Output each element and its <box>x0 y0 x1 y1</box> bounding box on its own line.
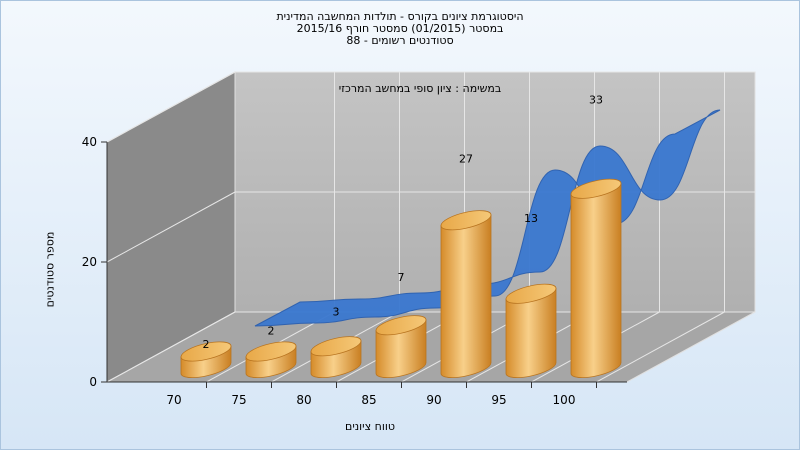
x-tick-label-3: 85 <box>361 393 376 407</box>
bar-75: 2 <box>245 325 297 379</box>
x-tick-label-1: 75 <box>231 393 246 407</box>
bar-value-label-2: 3 <box>333 306 340 319</box>
bar-body-6 <box>570 182 622 379</box>
x-tick-label-5: 95 <box>491 393 506 407</box>
bar-top-0 <box>180 341 232 362</box>
x-axis-label: טווח ציונים <box>345 420 395 433</box>
bar-95: 13 <box>505 212 557 379</box>
bar-value-label-6: 33 <box>589 94 603 107</box>
gridline-left-0 <box>106 311 236 383</box>
bar-85: 7 <box>375 271 427 379</box>
gridline-left-1 <box>106 191 236 263</box>
gridline-floor-6 <box>596 311 725 383</box>
x-tick-label-6: 100 <box>553 393 576 407</box>
bar-value-label-1: 2 <box>268 325 275 338</box>
y-tick-label-2: 40 <box>82 135 97 149</box>
bar-top-1 <box>245 341 297 362</box>
x-ticks: 70 75 80 85 90 95 100 <box>166 382 597 407</box>
bar-90: 27 <box>440 152 492 379</box>
y-ticks: 0 20 40 <box>82 135 107 389</box>
bar-top-2 <box>310 336 362 357</box>
y-tick-label-1: 20 <box>82 255 97 269</box>
bar-value-label-0: 2 <box>203 338 210 351</box>
chart-title-students: סטודנטים רשומים - 88 <box>346 34 454 47</box>
bar-top-6 <box>570 178 622 199</box>
x-tick-label-2: 80 <box>296 393 311 407</box>
x-tick-label-0: 70 <box>166 393 181 407</box>
bar-value-label-5: 13 <box>524 212 538 225</box>
bar-70: 2 <box>180 338 232 379</box>
chart-title: היסטוגרמת ציונים בקורס - תולדות המחשבה ה… <box>276 10 524 23</box>
bar-100: 33 <box>570 94 622 379</box>
bar-value-label-3: 7 <box>398 271 405 284</box>
bar-top-4 <box>440 210 492 231</box>
chart-subtitle: במשימה : ציון סופי במחשב המרכזי <box>338 82 502 95</box>
bar-body-5 <box>505 287 557 379</box>
bar-top-3 <box>375 315 427 336</box>
chart-title-block: היסטוגרמת ציונים בקורס - תולדות המחשבה ה… <box>170 11 630 47</box>
gridline-left-2 <box>106 71 236 143</box>
bar-80: 3 <box>310 306 362 379</box>
bar-body-4 <box>440 214 492 379</box>
bars: 2 2 3 7 27 13 33 <box>180 94 622 379</box>
bar-top-5 <box>505 283 557 304</box>
chart-title-semester: במסטר (01/2015) סמסטר חורף 2015/16 <box>296 22 504 35</box>
y-tick-label-0: 0 <box>89 375 97 389</box>
x-tick-label-4: 90 <box>426 393 441 407</box>
bar-value-label-4: 27 <box>459 152 473 165</box>
y-axis-label: מספר סטודנטים <box>43 231 57 308</box>
